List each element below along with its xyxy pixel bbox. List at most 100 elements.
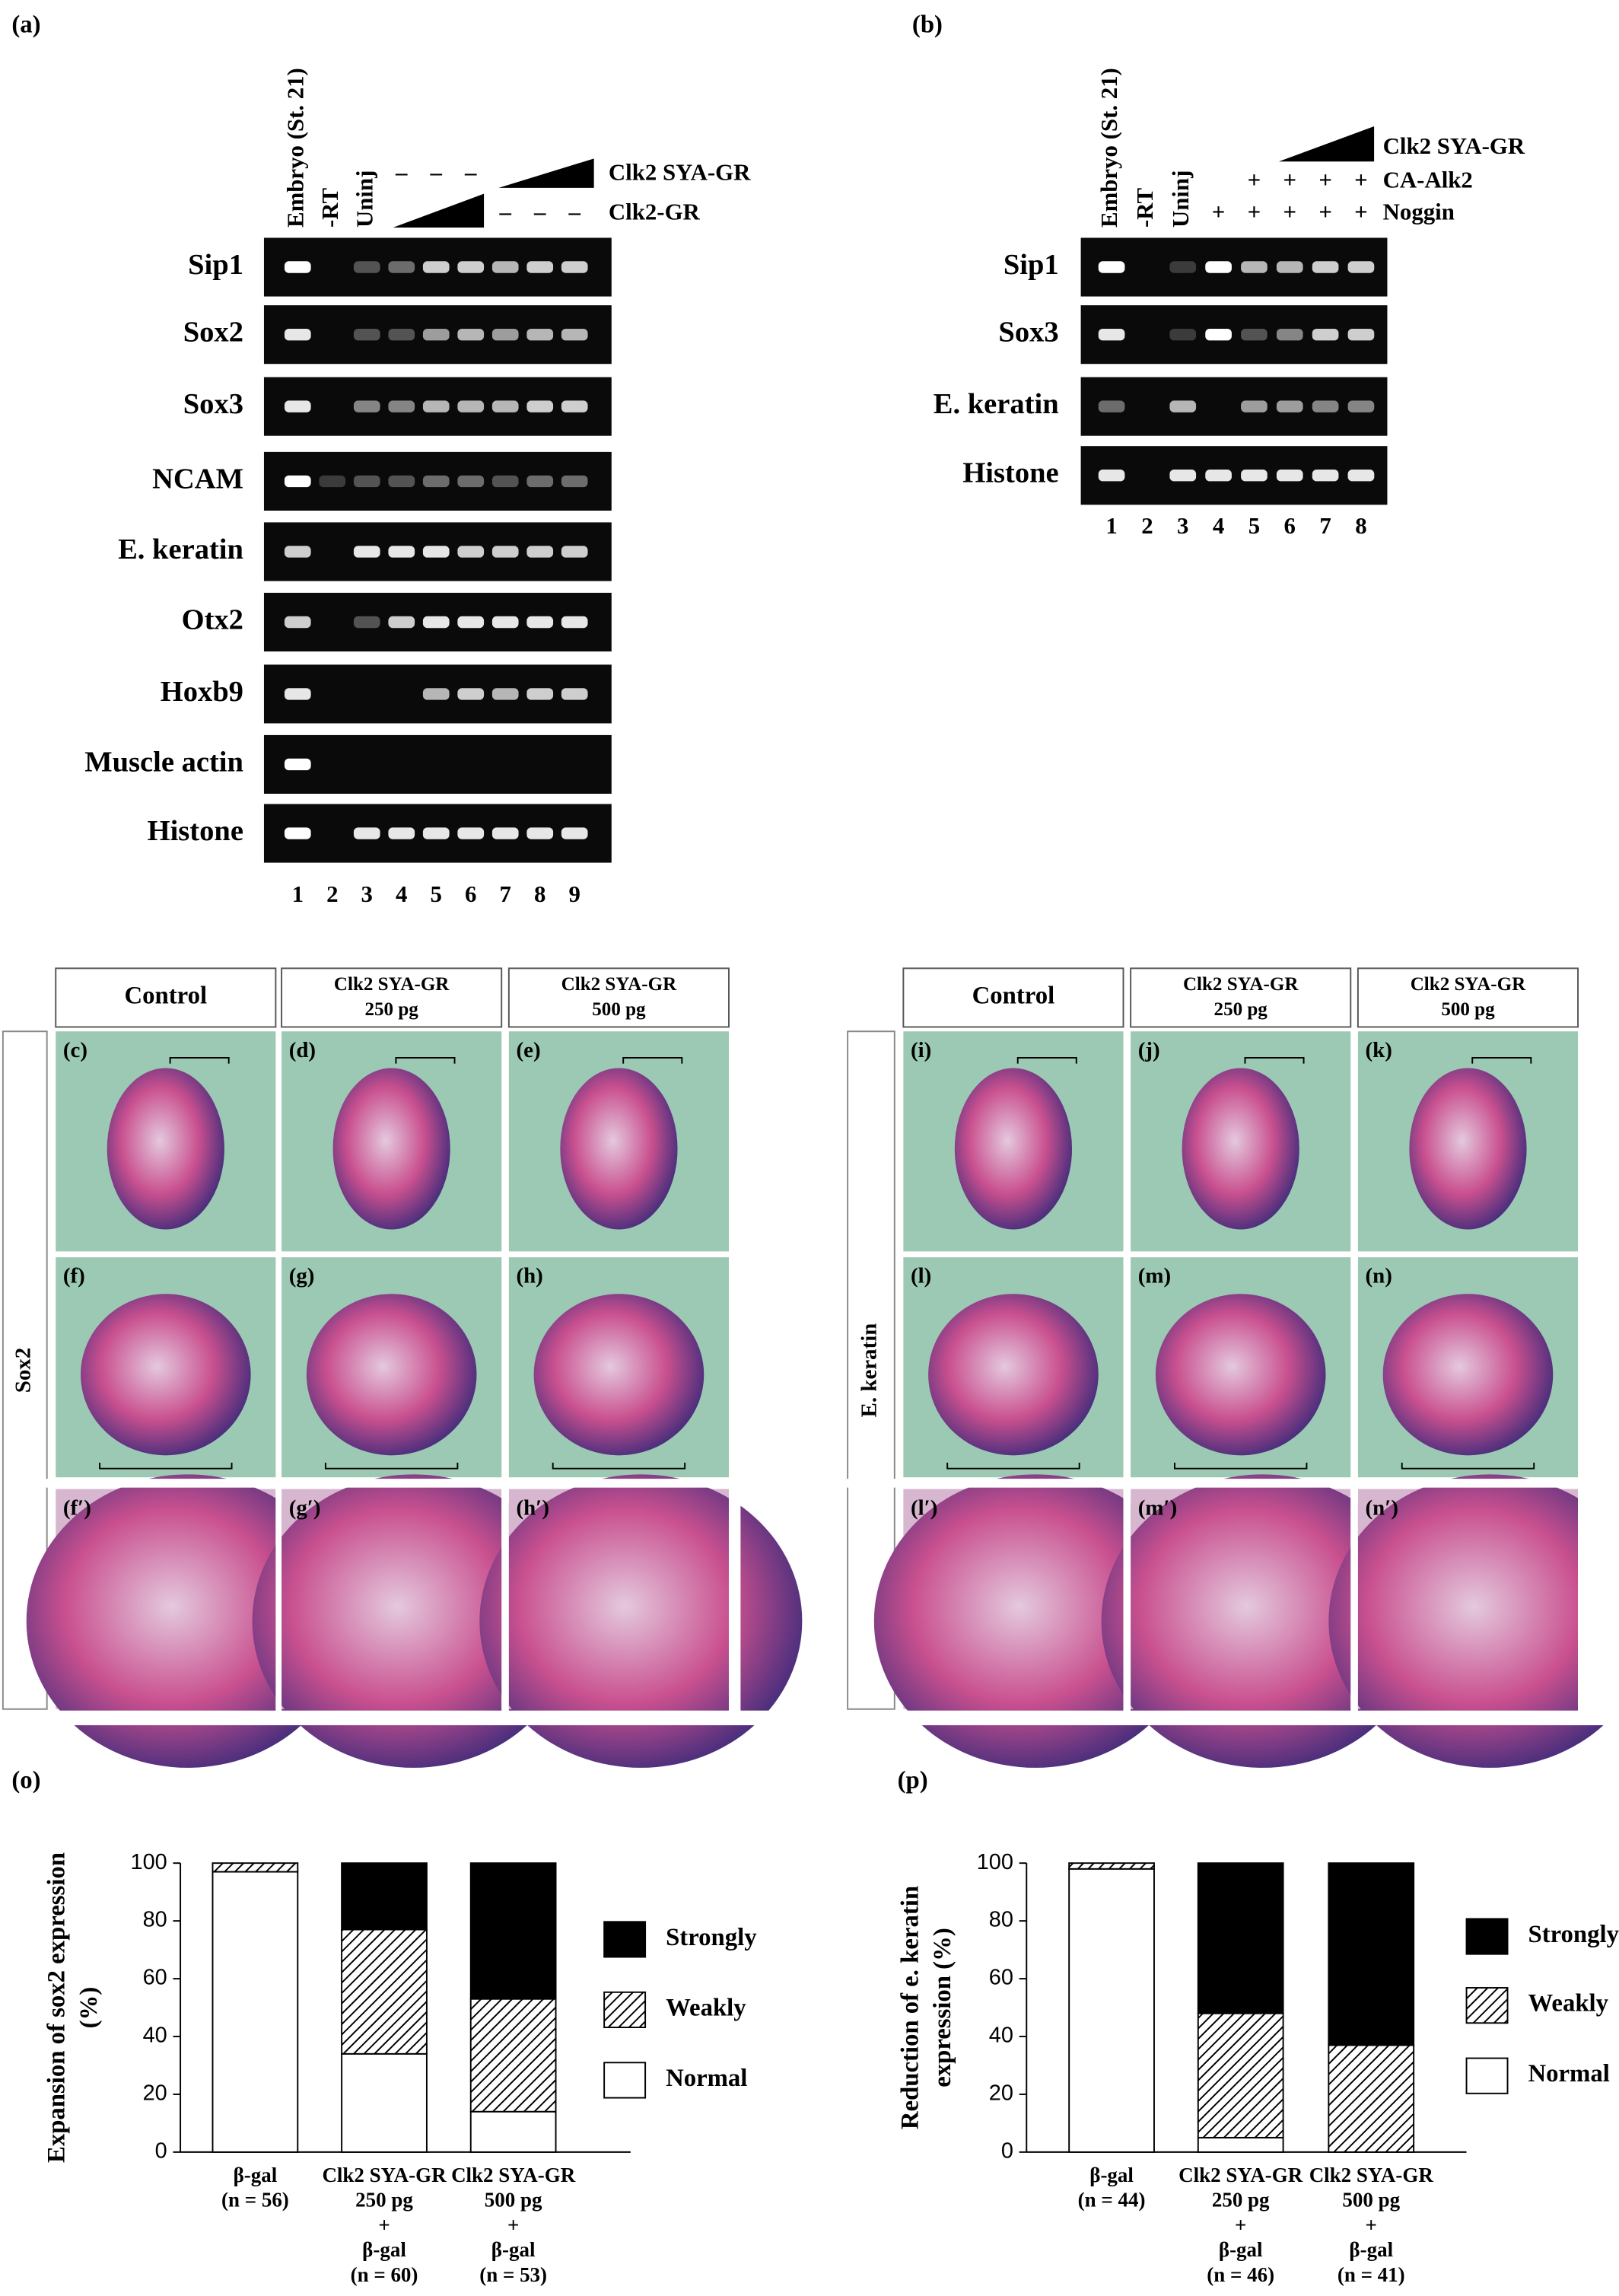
x-tick-label: + — [1235, 2213, 1246, 2236]
bar-segment — [1197, 1862, 1284, 2014]
gutter — [1578, 1484, 1619, 1720]
gel-band — [457, 400, 485, 412]
embryo — [306, 1294, 477, 1456]
gel-strip — [1080, 377, 1388, 436]
embryo — [954, 1068, 1073, 1230]
lane-number: 6 — [465, 881, 476, 907]
gel-band — [353, 475, 380, 488]
lane-number: 4 — [396, 881, 407, 907]
legend-swatch — [603, 1991, 647, 2029]
bar-segment — [1068, 1862, 1155, 1870]
y-tick-label: 100 — [131, 1850, 167, 1874]
gel-strip — [1080, 446, 1388, 505]
legend-label: Normal — [666, 2065, 747, 2092]
bar-segment — [1328, 1862, 1415, 2046]
gel-band — [319, 329, 345, 340]
gel-strip — [263, 734, 612, 794]
y-tick-label: 40 — [143, 2024, 167, 2048]
panel-label: (n′) — [1366, 1495, 1398, 1520]
gel-band — [1347, 470, 1375, 482]
legend-swatch — [1465, 1918, 1509, 1955]
embryo — [533, 1294, 705, 1456]
embryo — [107, 1068, 224, 1230]
panel-label: (c) — [63, 1038, 87, 1062]
x-tick-label: (n = 56) — [221, 2189, 289, 2212]
gel-band — [1205, 328, 1232, 341]
gel-band — [1205, 261, 1232, 273]
side-box — [2, 1030, 48, 1710]
gel-band — [1241, 261, 1268, 273]
gel-band — [457, 546, 485, 558]
gel-band — [561, 400, 588, 412]
embryo — [1182, 1068, 1299, 1230]
treatment-sign: + — [1212, 199, 1226, 225]
treatment-sign: + — [1318, 167, 1332, 193]
lane-number: 5 — [431, 881, 442, 907]
x-tick-label: β-gal — [1219, 2238, 1263, 2261]
header-box — [1130, 967, 1352, 1028]
gel-band — [388, 475, 415, 488]
lane-header: -RT — [1132, 188, 1158, 228]
gene-label: Sip1 — [1004, 249, 1059, 281]
scale-bracket — [169, 1056, 230, 1064]
panel-label: (e) — [516, 1038, 540, 1062]
gene-label: Histone — [148, 815, 243, 847]
gel-band — [1169, 400, 1197, 412]
panel-label: (g) — [289, 1264, 315, 1288]
gel-band — [457, 759, 484, 770]
gel-band — [319, 475, 346, 488]
x-tick-label: Clk2 SYA-GR — [1178, 2164, 1303, 2186]
lane-number: 3 — [361, 881, 373, 907]
column-header: Control — [125, 982, 208, 1009]
panel-label: (o) — [11, 1767, 40, 1794]
gel-band — [526, 261, 554, 273]
gel-band — [1276, 261, 1303, 273]
treatment-sign: – — [533, 199, 546, 225]
column-header: 500 pg — [1441, 999, 1495, 1020]
gel-band — [457, 328, 485, 341]
x-tick-label: + — [378, 2213, 390, 2236]
gene-label: E. keratin — [934, 388, 1059, 420]
scale-bracket — [1173, 1462, 1308, 1470]
lane-number: 3 — [1177, 513, 1188, 539]
bar-segment — [212, 1862, 299, 1873]
y-axis-label: expression (%) — [929, 1928, 956, 2087]
lane-header: Uninj — [1168, 170, 1194, 228]
column-header: Clk2 SYA-GR — [1411, 974, 1526, 995]
panel-label: (n) — [1366, 1264, 1392, 1288]
gel-band — [1347, 261, 1375, 273]
panel-label: (b) — [912, 11, 943, 38]
gel-band — [491, 328, 519, 341]
gene-label: Sox3 — [183, 388, 243, 420]
x-tick-label: β-gal — [1089, 2164, 1134, 2186]
header-box — [1357, 967, 1579, 1028]
gel-band — [1276, 470, 1303, 482]
gel-band — [284, 328, 311, 341]
gel-band — [526, 546, 554, 558]
x-tick-label: 500 pg — [1342, 2189, 1400, 2212]
gel-band — [457, 616, 485, 629]
x-tick-label: + — [507, 2213, 519, 2236]
column-header: Clk2 SYA-GR — [561, 974, 677, 995]
panel-label: (p) — [898, 1767, 928, 1794]
gel-band — [561, 261, 588, 273]
legend-label: Normal — [1528, 2060, 1609, 2087]
gel-band — [422, 616, 450, 629]
treatment-label: Noggin — [1383, 199, 1455, 225]
gel-band — [422, 546, 450, 558]
treatment-sign: + — [1248, 167, 1261, 193]
gel-band — [422, 688, 450, 700]
treatment-label: CA-Alk2 — [1383, 167, 1473, 193]
dose-ramp — [1278, 126, 1375, 162]
gel-band — [319, 261, 345, 272]
lane-header: Embryo (St. 21) — [282, 68, 308, 228]
column-header: 500 pg — [592, 999, 646, 1020]
bar-segment — [1068, 1868, 1155, 2153]
x-tick-label: (n = 53) — [479, 2263, 547, 2286]
gel-band — [353, 827, 380, 839]
gel-band — [526, 759, 553, 770]
bar-segment — [341, 1928, 428, 2055]
gel-band — [319, 616, 345, 628]
gel-band — [1134, 329, 1161, 340]
y-tick-label: 80 — [143, 1908, 167, 1932]
